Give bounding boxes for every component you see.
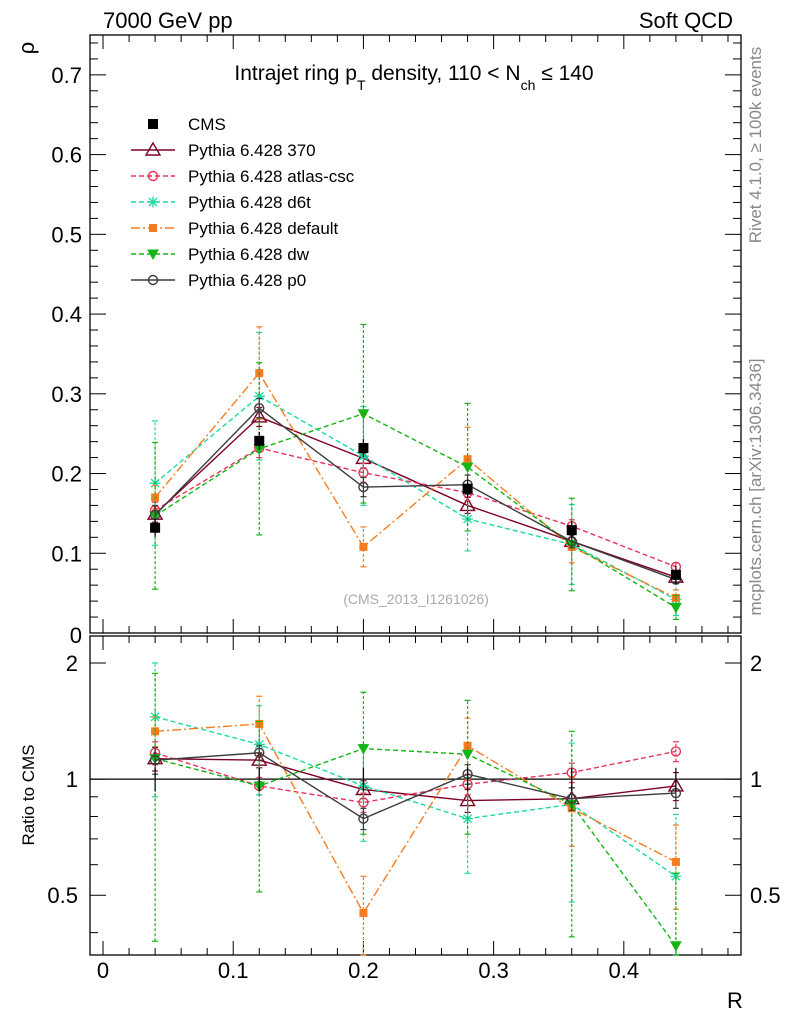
series-5-ratio-point — [254, 747, 265, 759]
legend-label-cms: CMS — [188, 115, 226, 134]
title-middle: density, 110 < N — [366, 62, 521, 85]
y-tick-label: 0.4 — [51, 302, 82, 327]
legend-marker-cms — [148, 119, 158, 129]
cms-point — [462, 483, 473, 494]
cms-point — [150, 522, 161, 533]
chart-title: Intrajet ring pT density, 110 < Nch ≤ 14… — [234, 62, 593, 93]
y-tick-label: 0.2 — [51, 462, 82, 487]
series-1-ratio-line — [154, 750, 677, 804]
series-2-line — [154, 395, 677, 601]
series-3-ratio-point — [463, 741, 472, 750]
legend-label-4: Pythia 6.428 dw — [188, 245, 310, 264]
series-4-point — [461, 462, 474, 474]
series-5-ratio-point — [149, 754, 161, 766]
main-series-group — [146, 323, 685, 621]
series-3-ratio-point — [151, 727, 160, 736]
y-zero-label: 0 — [70, 623, 82, 648]
legend-label-2: Pythia 6.428 d6t — [188, 193, 311, 212]
rivet-version-label: Rivet 4.1.0, ≥ 100k events — [746, 47, 765, 243]
title-sub-nch: ch — [521, 77, 536, 93]
title-prefix: Intrajet ring p — [234, 62, 357, 85]
series-5-line — [154, 407, 677, 581]
series-4-point — [357, 409, 370, 420]
series-1-line — [154, 447, 677, 568]
series-4-ratio-point — [670, 941, 682, 952]
ratio-tick-label-left: 2 — [66, 651, 78, 676]
series-3-line — [154, 371, 677, 599]
series-3-ratio-point — [671, 857, 680, 866]
axes-group: 0 0.1 0.2 0.3 0.4 0.1 0.2 0.3 0.4 0.5 0.6 0.7 0 0.5 0.… — [47, 35, 781, 983]
legend-label-1: Pythia 6.428 atlas-csc — [188, 167, 355, 186]
ratio-tick-label-left: 0.5 — [47, 883, 78, 908]
y-tick-label: 0.6 — [51, 143, 82, 168]
legend: CMS Pythia 6.428 370 Pythia 6.428 atlas-cs… — [131, 115, 355, 290]
series-5-point — [358, 481, 369, 493]
series-5-ratio-line — [155, 752, 676, 820]
ratio-tick-label-right: 2 — [750, 651, 762, 676]
ratio-tick-label-left: 1 — [66, 767, 78, 792]
x-tick-label: 0 — [97, 958, 109, 983]
series-0-ratio-line — [155, 757, 676, 802]
legend-label-0: Pythia 6.428 370 — [188, 141, 316, 160]
legend-marker-0 — [144, 141, 162, 156]
header-right: Soft QCD — [639, 8, 733, 33]
series-5-ratio-point — [358, 813, 369, 824]
series-2-ratio-line — [154, 716, 677, 877]
legend-label-3: Pythia 6.428 default — [188, 219, 339, 238]
legend-marker-4 — [147, 249, 159, 261]
cms-point — [670, 569, 681, 580]
ratio-series-group — [146, 662, 685, 956]
x-tick-label: 0.3 — [478, 958, 509, 983]
y-axis-label: ρ — [14, 42, 39, 55]
cms-point — [358, 443, 369, 454]
x-tick-label: 0.4 — [609, 958, 640, 983]
ratio-y-axis-label: Ratio to CMS — [19, 744, 38, 845]
x-axis-label: R — [727, 988, 743, 1013]
series-1-ratio-point — [670, 746, 682, 757]
title-suffix: ≤ 140 — [535, 62, 593, 85]
title-sub-pt: T — [357, 77, 366, 93]
y-tick-label: 0.1 — [51, 541, 82, 566]
series-0-point — [251, 408, 268, 423]
series-3-ratio-point — [359, 908, 368, 917]
series-5-ratio-point — [566, 793, 577, 804]
header-left: 7000 GeV pp — [103, 8, 233, 33]
series-4-ratio-point — [357, 744, 370, 755]
ratio-tick-label-right: 1 — [750, 767, 762, 792]
series-3-ratio-line — [155, 723, 677, 915]
legend-marker-2 — [147, 196, 159, 208]
series-4-ratio-point — [461, 749, 474, 761]
analysis-id: (CMS_2013_I1261026) — [343, 591, 489, 607]
legend-marker-5 — [147, 274, 159, 286]
series-2-point — [253, 390, 265, 402]
legend-marker-1 — [147, 170, 159, 182]
x-tick-label: 0.1 — [218, 958, 249, 983]
x-tick-label: 0.2 — [348, 958, 379, 983]
series-4-line — [154, 412, 677, 609]
series-4-point — [670, 602, 682, 614]
series-3-point — [359, 542, 368, 551]
cms-point — [254, 435, 265, 446]
y-tick-label: 0.3 — [51, 382, 82, 407]
series-5-point — [254, 402, 265, 414]
y-tick-label: 0.7 — [51, 63, 82, 88]
cms-point — [566, 525, 577, 536]
series-4-ratio-line — [154, 747, 677, 947]
ratio-tick-label-right: 0.5 — [750, 883, 781, 908]
y-tick-label: 0.5 — [51, 222, 82, 247]
legend-label-5: Pythia 6.428 p0 — [188, 271, 306, 290]
legend-marker-3 — [149, 224, 157, 232]
mcplots-label: mcplots.cern.ch [arXiv:1306.3436] — [746, 358, 765, 615]
